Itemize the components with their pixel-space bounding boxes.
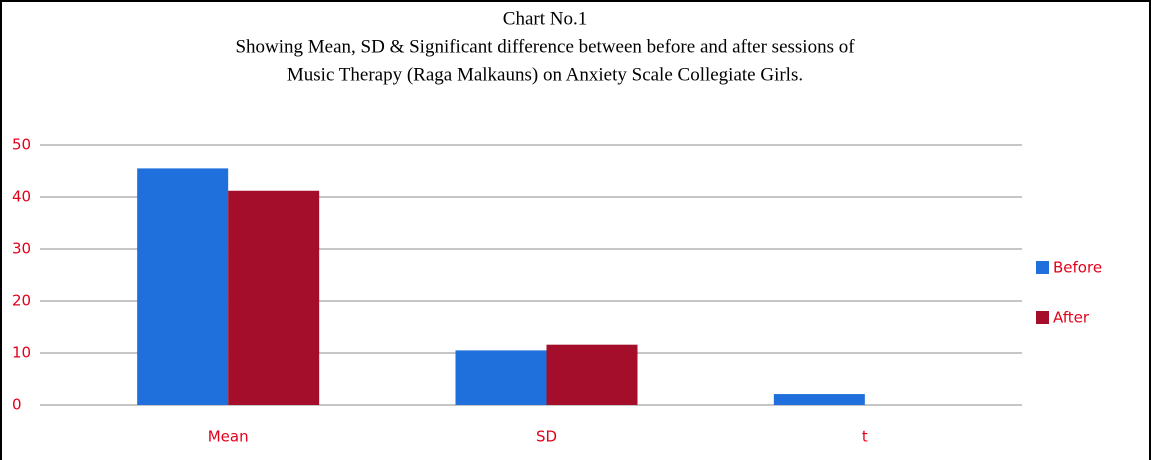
x-tick-label: SD [536,428,557,446]
y-tick-label: 20 [12,292,31,310]
bar [546,344,638,405]
x-tick-label: Mean [208,428,249,446]
bar [228,190,320,405]
legend-swatch [1036,261,1049,274]
chart-subtitle: Showing Mean, SD & Significant differenc… [235,36,855,57]
legend-label: After [1053,309,1090,327]
y-tick-label: 0 [12,396,22,414]
chart-title: Chart No.1 [503,8,587,29]
x-tick-label: t [862,428,868,446]
bar [455,350,547,405]
y-tick-label: 50 [12,136,31,154]
chart-subtitle: Music Therapy (Raga Malkauns) on Anxiety… [287,64,803,85]
legend-swatch [1036,311,1049,324]
bar [137,168,229,405]
y-tick-label: 30 [12,240,31,258]
y-tick-label: 40 [12,188,31,206]
bar [773,394,865,405]
y-tick-label: 10 [12,344,31,362]
legend-label: Before [1053,259,1102,277]
